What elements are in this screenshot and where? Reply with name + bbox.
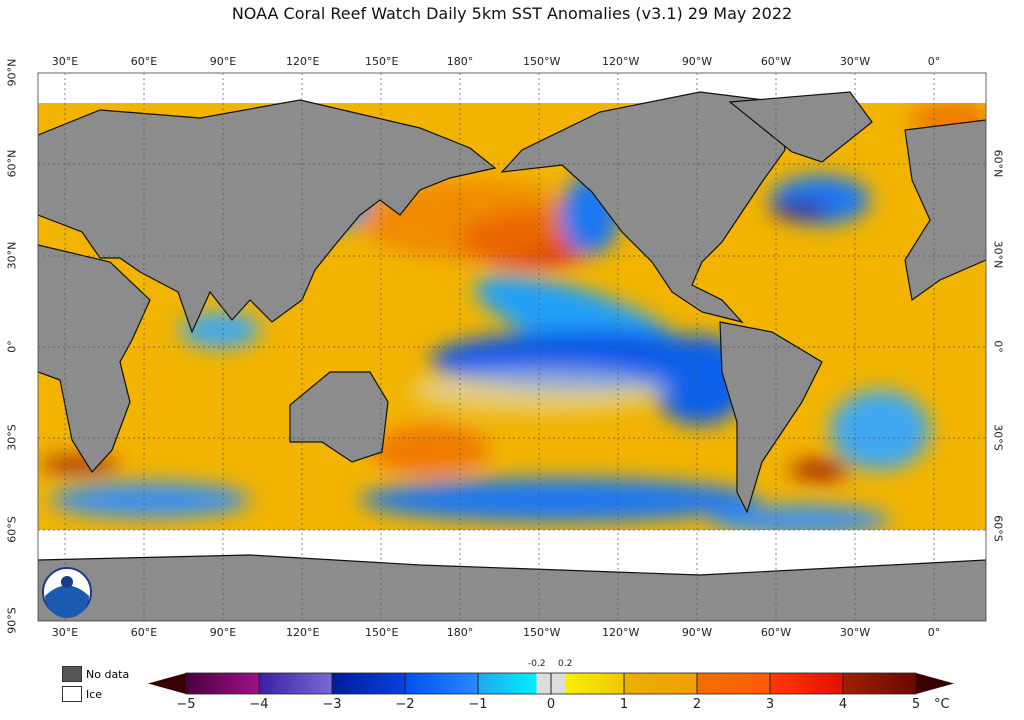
graticule [38, 73, 986, 621]
ice-swatch [62, 686, 82, 702]
lon-tick-label: 60°E [130, 626, 158, 639]
lon-tick-label: 150°W [523, 55, 561, 68]
lon-tick-label: 150°W [523, 626, 561, 639]
nodata-label: No data [86, 667, 130, 681]
lat-tick-label: 0° [5, 340, 19, 353]
lon-tick-label: 180° [446, 626, 474, 639]
colorbar-tick-label: 1 [619, 697, 629, 712]
colorbar-tick-label: 4 [838, 697, 848, 712]
colorbar-minor-tick: -0.2 [528, 659, 546, 669]
map-frame [37, 72, 987, 622]
lon-tick-label: 90°W [681, 55, 713, 68]
lat-tick-label: 30°N [991, 240, 1005, 269]
lon-tick-label: 120°E [286, 626, 320, 639]
lon-tick-label: 0° [927, 55, 941, 68]
colorbar-max-arrow [916, 673, 954, 694]
lat-tick-label: 30°N [5, 241, 19, 269]
lon-tick-label: 30°E [51, 626, 79, 639]
lat-tick-label: 60°S [991, 515, 1005, 542]
colorbar-tick-label: −4 [249, 697, 269, 712]
colorbar-minor-tick: 0.2 [558, 659, 573, 669]
lat-tick-label: 30°S [5, 424, 19, 451]
colorbar-tick-label: 2 [692, 697, 702, 712]
colorbar-tick-label: −3 [322, 697, 342, 712]
lon-tick-label: 30°E [51, 55, 79, 68]
lon-tick-label: 0° [927, 626, 941, 639]
lon-tick-label: 150°E [365, 626, 399, 639]
lon-tick-label: 90°E [209, 55, 237, 68]
lon-tick-label: 60°W [760, 626, 792, 639]
lon-tick-label: 60°E [130, 55, 158, 68]
lon-tick-label: 120°W [602, 626, 640, 639]
lon-tick-label: 60°W [760, 55, 792, 68]
colorbar [148, 672, 954, 695]
colorbar-tick-label: 0 [546, 697, 556, 712]
lat-tick-label: 60°S [5, 515, 19, 543]
map-title: NOAA Coral Reef Watch Daily 5km SST Anom… [231, 4, 793, 23]
lon-tick-label: 180° [446, 55, 474, 68]
colorbar-tick-label: −1 [468, 697, 488, 712]
lat-tick-label: 90°S [5, 607, 19, 634]
lat-tick-label: 30°S [991, 424, 1005, 451]
lon-tick-label: 120°W [602, 55, 640, 68]
colorbar-tick-label: −2 [395, 697, 415, 712]
lat-tick-label: 0° [991, 339, 1005, 353]
lat-tick-label: 90°N [5, 58, 19, 87]
noaa-logo [42, 567, 92, 618]
ice-label: Ice [86, 687, 103, 701]
colorbar-tick-label: −5 [176, 697, 196, 712]
nodata-swatch [62, 666, 82, 682]
lat-tick-label: 60°N [991, 149, 1005, 178]
colorbar-min-arrow [148, 673, 186, 694]
lon-tick-label: 30°W [839, 55, 871, 68]
legend-nodata: No data [62, 666, 129, 682]
lon-tick-label: 30°W [839, 626, 871, 639]
lon-tick-label: 120°E [286, 55, 320, 68]
lon-tick-label: 150°E [365, 55, 399, 68]
lon-tick-label: 90°E [209, 626, 237, 639]
lat-tick-label: 60°N [5, 149, 19, 178]
lon-tick-label: 90°W [681, 626, 713, 639]
land [38, 91, 986, 621]
colorbar-tick-label: 3 [765, 697, 775, 712]
colorbar-tick-label: 5 [911, 697, 921, 712]
colorbar-unit: °C [934, 697, 950, 712]
legend-ice: Ice [62, 686, 102, 702]
